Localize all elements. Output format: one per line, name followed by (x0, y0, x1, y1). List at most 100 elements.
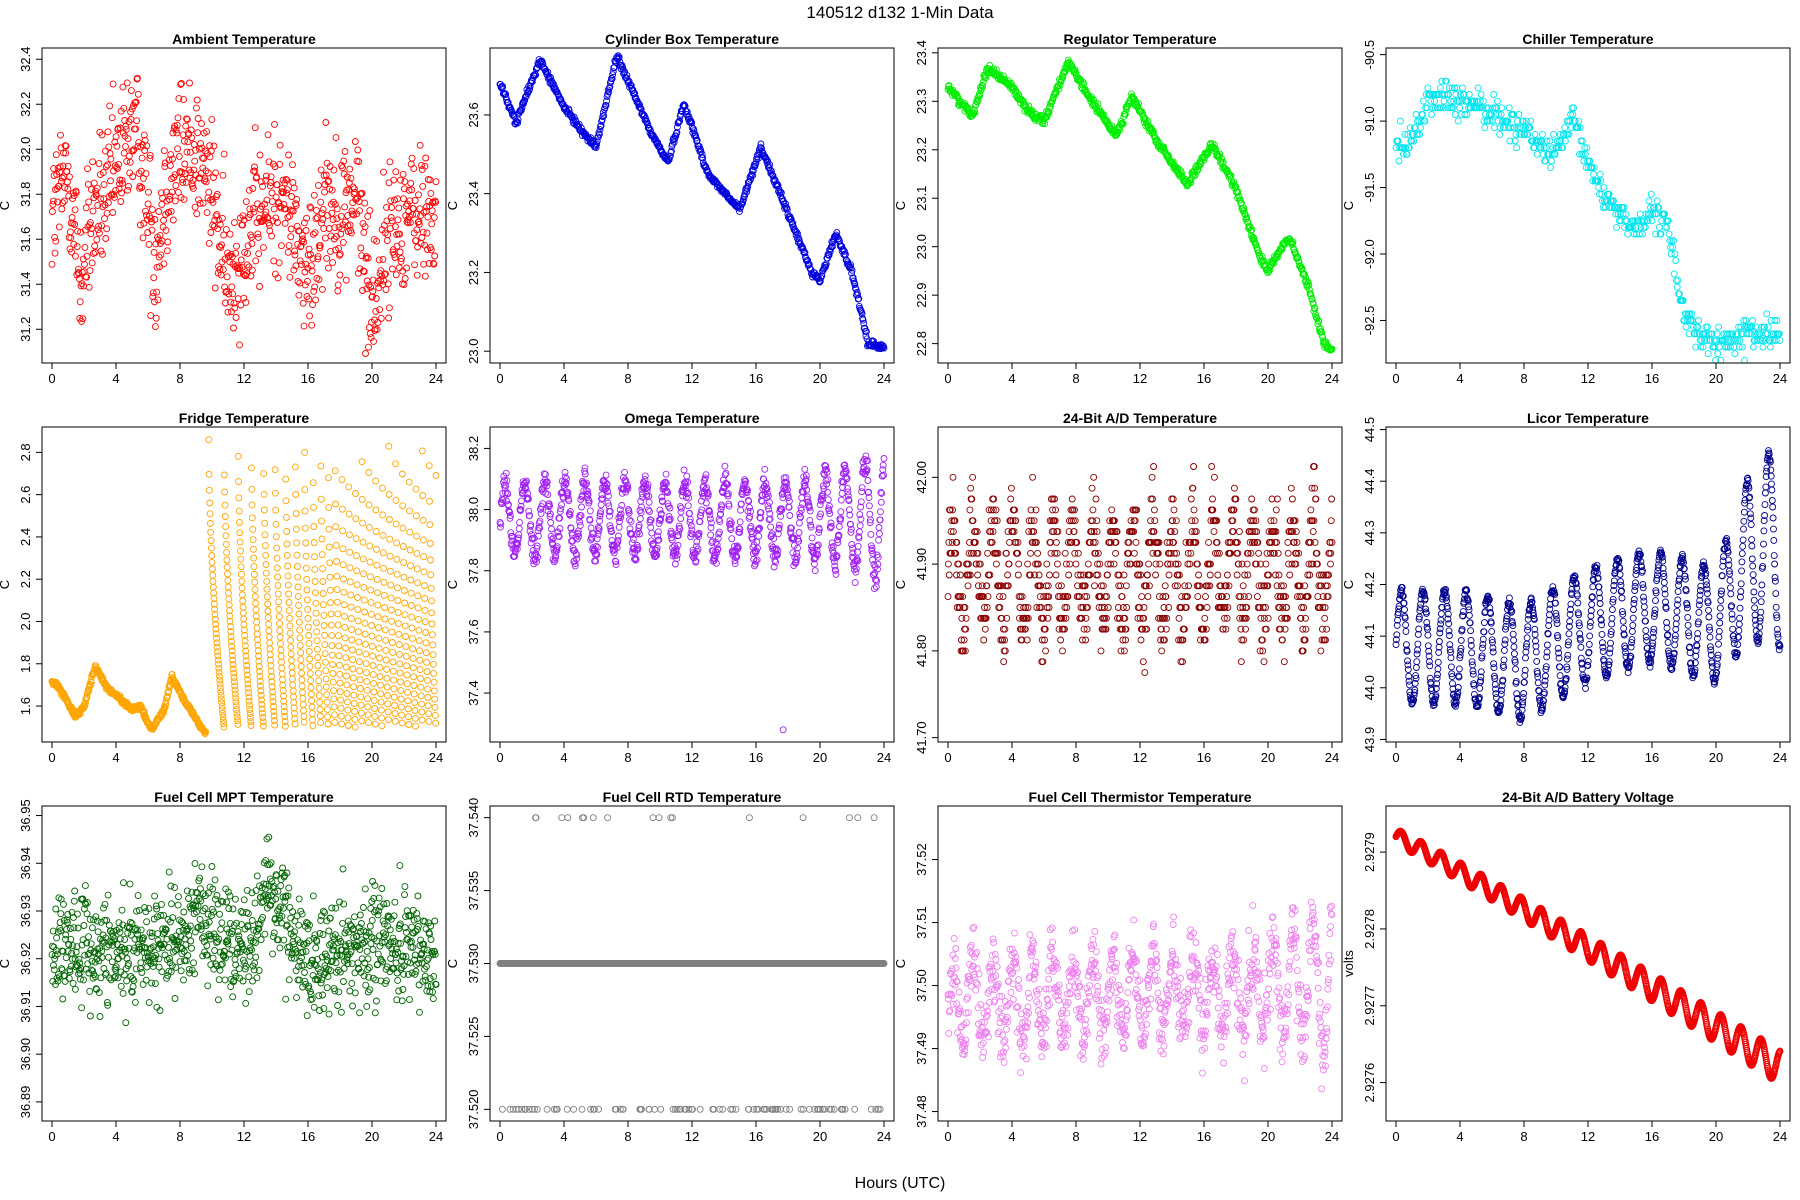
data-point (301, 486, 309, 494)
data-point (364, 212, 372, 220)
data-point (398, 711, 406, 719)
data-point (352, 515, 360, 523)
data-point (858, 310, 866, 318)
data-point (425, 260, 433, 267)
data-point (330, 166, 338, 174)
data-point (191, 203, 199, 211)
data-point (816, 278, 824, 286)
data-point (193, 96, 201, 104)
data-point (392, 496, 400, 504)
data-point (365, 281, 373, 289)
data-point (405, 478, 413, 486)
data-point (337, 704, 345, 712)
data-point (134, 142, 142, 150)
data-point (204, 149, 211, 157)
data-point (744, 182, 752, 190)
data-point (290, 266, 298, 274)
data-point (175, 95, 183, 103)
data-point (414, 604, 422, 612)
data-point (324, 713, 332, 721)
data-point (348, 626, 356, 634)
data-point (275, 613, 283, 621)
data-point (52, 151, 60, 159)
data-point (203, 128, 211, 136)
data-point (428, 220, 436, 228)
data-point (237, 547, 244, 555)
data-point (278, 184, 286, 192)
data-point (358, 717, 366, 725)
data-point (273, 564, 281, 572)
data-point (222, 226, 230, 234)
data-point (345, 531, 353, 539)
data-point (281, 219, 289, 227)
data-point (840, 247, 848, 255)
data-point (321, 650, 329, 658)
data-point (351, 138, 359, 145)
data-point (363, 277, 371, 285)
data-point (853, 288, 861, 296)
data-point (360, 268, 368, 275)
data-point (106, 150, 114, 157)
data-point (353, 552, 360, 560)
data-point (85, 283, 93, 291)
data-point (1490, 124, 1498, 132)
data-point (102, 235, 110, 242)
data-point (339, 238, 347, 246)
data-point (303, 586, 311, 594)
data-point (252, 599, 260, 607)
data-point (825, 251, 833, 259)
data-point (394, 597, 402, 604)
x-tick-label: 24 (429, 371, 443, 386)
data-point (358, 495, 366, 503)
data-point (247, 722, 255, 729)
data-point (143, 142, 151, 150)
data-point (385, 304, 393, 312)
data-point (93, 236, 101, 244)
data-point (1550, 130, 1558, 138)
data-point (263, 585, 271, 593)
data-point (1645, 197, 1653, 205)
data-point (386, 516, 393, 523)
data-point (415, 220, 423, 228)
y-axis-label: C (0, 201, 12, 210)
data-point (331, 200, 339, 208)
data-point (596, 126, 604, 134)
data-point (423, 229, 431, 237)
data-points (48, 74, 440, 357)
data-point (417, 692, 425, 700)
data-point (124, 186, 132, 194)
data-point (62, 149, 70, 157)
data-point (783, 206, 791, 214)
data-point (237, 570, 245, 578)
data-point (107, 177, 114, 185)
data-point (180, 195, 188, 203)
data-point (431, 695, 439, 703)
x-tick-label: 20 (365, 750, 379, 765)
data-point (135, 169, 143, 177)
data-point (328, 186, 336, 194)
data-point (193, 210, 201, 218)
data-point (97, 247, 105, 255)
data-point (295, 610, 303, 618)
data-point (423, 676, 431, 684)
data-point (78, 280, 86, 288)
data-point (1445, 91, 1452, 98)
data-point (327, 610, 335, 618)
data-point (811, 567, 819, 575)
data-point (1428, 111, 1435, 118)
data-point (370, 688, 378, 696)
data-point (210, 589, 218, 597)
data-point (320, 611, 328, 619)
data-point (288, 193, 296, 200)
data-point (1665, 230, 1673, 238)
data-point (95, 229, 103, 237)
data-point (171, 171, 179, 179)
data-point (662, 470, 670, 478)
data-point (166, 162, 174, 169)
data-point (305, 295, 313, 303)
data-point (51, 233, 59, 241)
data-point (422, 154, 430, 162)
data-point (70, 240, 78, 248)
data-point (357, 701, 365, 709)
data-point (302, 539, 310, 547)
